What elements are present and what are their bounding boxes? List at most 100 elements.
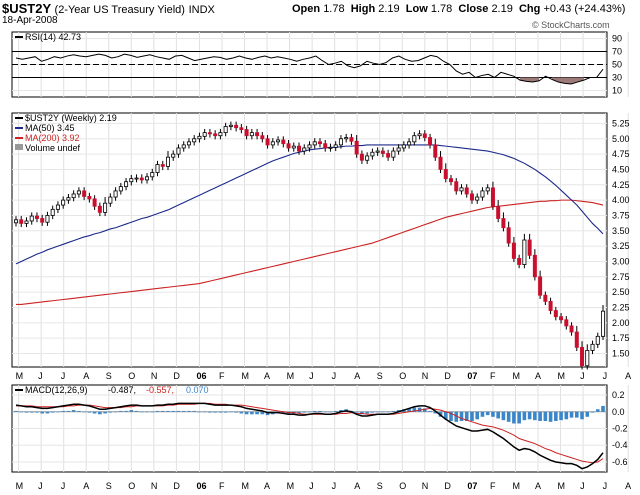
price-candle xyxy=(297,142,302,155)
price-candle xyxy=(45,211,50,226)
x-axis-label-bottom: A xyxy=(354,481,360,491)
candle-body xyxy=(24,220,29,224)
ma50-legend-text: MA(50) 3.45 xyxy=(25,123,75,133)
macd-histogram-bar xyxy=(312,410,317,412)
price-candle xyxy=(13,216,18,227)
candle-body xyxy=(29,215,34,222)
candle-body xyxy=(595,335,600,345)
candle-body xyxy=(480,190,485,198)
macd-histogram-bar xyxy=(145,411,149,413)
price-candle xyxy=(449,174,454,186)
candle-body xyxy=(469,193,474,201)
price-candle xyxy=(480,187,485,201)
price-tick-label: 3.50 xyxy=(612,226,630,236)
price-candle xyxy=(469,190,474,204)
macd-legend-histogram: 0.070 xyxy=(186,385,209,395)
macd-tick-label: 0.2 xyxy=(612,390,625,400)
macd-histogram-bar xyxy=(218,411,223,413)
macd-histogram-bar xyxy=(480,411,485,417)
macd-histogram-bar xyxy=(108,411,113,413)
macd-histogram-bar xyxy=(522,411,527,421)
price-candle xyxy=(124,178,129,191)
price-candle xyxy=(202,128,207,140)
price-candle xyxy=(171,150,176,161)
x-axis-label-bottom: M xyxy=(512,481,520,491)
x-axis-label-top: 06 xyxy=(196,371,206,381)
price-candle xyxy=(496,200,501,223)
x-axis-label-top: M xyxy=(558,371,566,381)
macd-histogram-bar xyxy=(202,411,207,413)
macd-histogram-bar xyxy=(574,411,579,418)
price-candle xyxy=(139,174,144,184)
candle-body xyxy=(338,138,343,146)
x-axis-label-top: J xyxy=(38,371,43,381)
candle-body xyxy=(370,151,375,157)
macd-histogram-bar xyxy=(533,411,537,421)
candle-body xyxy=(19,219,24,224)
candle-body xyxy=(564,319,569,327)
macd-histogram-bar xyxy=(35,411,39,413)
candle-body xyxy=(145,176,150,181)
price-candle xyxy=(155,160,160,177)
macd-histogram-bar xyxy=(71,410,76,412)
macd-histogram-bar xyxy=(496,411,500,419)
candle-body xyxy=(559,316,564,321)
x-axis-label-bottom: M xyxy=(558,481,566,491)
price-candle xyxy=(218,128,223,140)
high-value: 2.19 xyxy=(378,3,400,15)
macd-histogram-bar xyxy=(449,411,453,421)
price-candle xyxy=(181,141,186,152)
candle-body xyxy=(171,153,176,158)
candle-body xyxy=(103,202,108,213)
macd-histogram-bar xyxy=(433,411,438,414)
x-axis-label-bottom: J xyxy=(38,481,43,491)
candle-body xyxy=(176,147,181,155)
price-candle xyxy=(323,139,328,152)
candle-body xyxy=(365,155,370,161)
candle-body xyxy=(585,350,590,367)
candle-body xyxy=(34,215,39,219)
candle-body xyxy=(124,181,129,188)
price-candle xyxy=(328,143,333,152)
price-candle xyxy=(527,233,532,260)
price-candle xyxy=(249,128,254,140)
candle-body xyxy=(422,133,427,138)
x-axis-label-bottom: 07 xyxy=(467,481,477,491)
macd-histogram-bar xyxy=(501,411,506,421)
candle-body xyxy=(380,150,385,154)
macd-histogram-bar xyxy=(87,411,92,413)
price-candle xyxy=(454,178,459,195)
candle-body xyxy=(202,132,207,137)
candle-body xyxy=(454,181,459,192)
candle-body xyxy=(281,139,286,145)
x-axis-label-bottom: O xyxy=(399,481,406,491)
x-axis-label-top: N xyxy=(151,371,158,381)
candle-body xyxy=(532,254,537,278)
x-axis-label-bottom: J xyxy=(332,481,337,491)
price-candle xyxy=(34,212,39,223)
quote-summary: Open 1.78 High 2.19 Low 1.78 Close 2.19 … xyxy=(292,3,625,15)
macd-histogram-bar xyxy=(475,411,480,420)
candle-body xyxy=(134,177,139,180)
candle-body xyxy=(485,187,490,192)
macd-histogram-bar xyxy=(459,411,464,421)
candle-body xyxy=(511,242,516,259)
price-tick-label: 4.25 xyxy=(612,180,630,190)
macd-histogram-bar xyxy=(527,411,532,420)
candle-body xyxy=(438,156,443,170)
price-candle xyxy=(228,121,233,131)
candle-body xyxy=(449,178,454,183)
x-axis-label-top: A xyxy=(625,371,631,381)
price-candle xyxy=(559,313,564,324)
symbol-text: $UST2Y xyxy=(2,1,51,16)
macd-histogram-bar xyxy=(250,411,254,415)
rsi-tick-label: 30 xyxy=(612,73,622,83)
candle-body xyxy=(401,144,406,149)
price-candle xyxy=(61,196,66,209)
candle-body xyxy=(464,187,469,195)
price-candle xyxy=(281,136,286,148)
candle-body xyxy=(260,135,265,140)
macd-tick-label: -0.2 xyxy=(612,424,628,434)
x-axis-label-top: A xyxy=(264,371,270,381)
x-axis-label-top: F xyxy=(219,371,225,381)
